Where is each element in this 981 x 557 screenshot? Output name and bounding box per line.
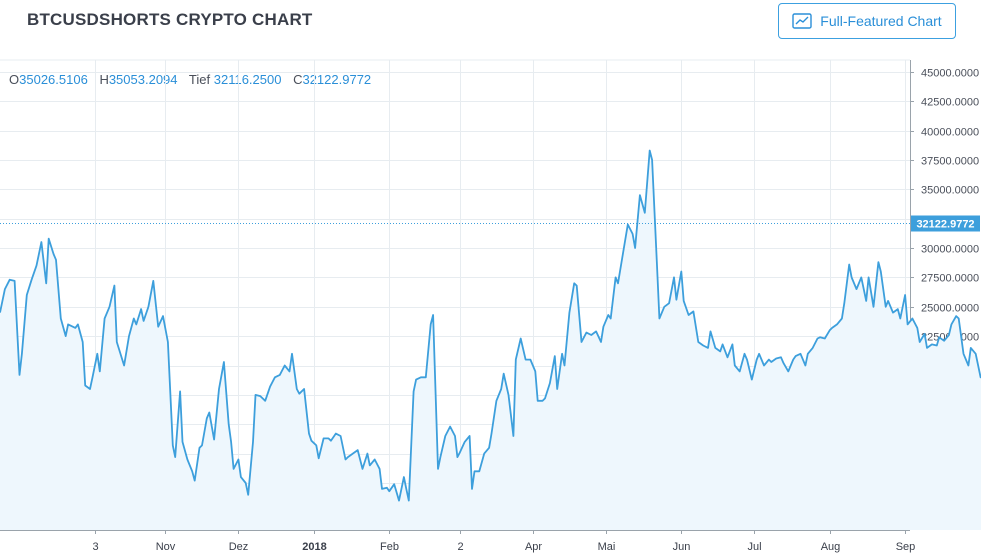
series-area: [0, 150, 981, 530]
x-tick-label: Dez: [229, 541, 249, 553]
low-label: Tief: [188, 72, 211, 87]
y-tick-label: 37500.0000: [921, 156, 979, 168]
chart-line-icon: [792, 13, 812, 29]
y-tick-label: 42500.0000: [921, 97, 979, 109]
x-tick-label: Jun: [673, 541, 691, 553]
y-tick-label: 35000.0000: [921, 185, 979, 197]
full-featured-chart-label: Full-Featured Chart: [820, 13, 942, 29]
y-tick-label: 25000.0000: [921, 303, 979, 315]
series-line: [0, 149, 981, 502]
last-value-badge: [911, 215, 980, 232]
x-tick-label: Mai: [598, 541, 616, 553]
high-label: H: [99, 72, 109, 87]
x-tick-label: Aug: [821, 541, 841, 553]
x-tick-label: 2: [457, 541, 463, 553]
page-title: BTCUSDSHORTS CRYPTO CHART: [27, 10, 313, 29]
high-value: 35053.2094: [108, 72, 178, 87]
x-tick-label: Apr: [525, 541, 542, 553]
x-tick-label: Jul: [747, 541, 761, 553]
y-tick-label: 27500.0000: [921, 273, 979, 285]
close-label: C: [293, 72, 303, 87]
last-value-label: 32122.9772: [916, 219, 974, 231]
y-tick-label: 30000.0000: [921, 244, 979, 256]
ohlc-legend: O35026.5106 H35053.2094 Tief 32116.2500 …: [9, 72, 379, 87]
y-tick-label: 45000.0000: [921, 68, 979, 80]
y-tick-label: 40000.0000: [921, 127, 979, 139]
x-tick-label: Feb: [380, 541, 399, 553]
x-tick-label: 2018: [302, 541, 326, 553]
close-value: 32122.9772: [302, 72, 372, 87]
x-tick-label: Sep: [896, 541, 916, 553]
full-featured-chart-button[interactable]: Full-Featured Chart: [778, 3, 956, 39]
x-tick-label: Nov: [156, 541, 176, 553]
open-label: O: [9, 72, 20, 87]
low-value: 32116.2500: [213, 72, 282, 87]
open-value: 35026.5106: [19, 72, 88, 87]
x-tick-label: 3: [92, 541, 98, 553]
